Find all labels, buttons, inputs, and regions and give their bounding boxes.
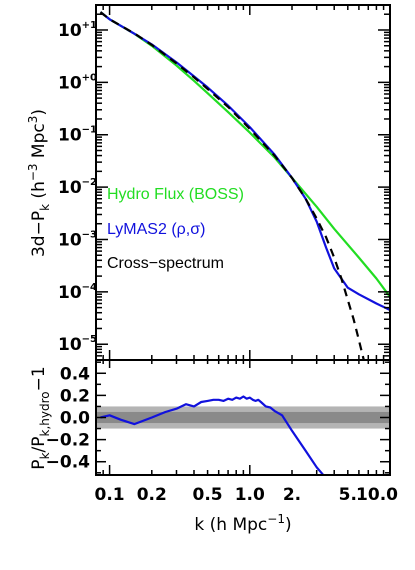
bottom-y-tick-label-1: 0.2 — [60, 386, 90, 406]
tick-base: 10 — [58, 178, 82, 198]
tick-exponent: −1 — [82, 125, 97, 136]
top-y-tick-label-2: 10−1 — [58, 125, 97, 146]
bottom-ylabel-mid: /P — [29, 436, 49, 452]
top-ylabel-exp1: −3 — [26, 163, 40, 181]
bottom-ylabel-post: −1 — [29, 366, 49, 391]
tick-exponent: −3 — [82, 229, 97, 240]
tick-exponent: +0 — [82, 72, 97, 83]
top-series-2 — [99, 11, 365, 360]
bottom-y-tick-label-0: 0.4 — [60, 364, 90, 384]
legend-entry-2: Cross−spectrum — [107, 255, 224, 272]
tick-exponent: −5 — [82, 334, 97, 345]
x-axis-label: k (h Mpc−1) — [194, 512, 291, 535]
top-y-axis-label: 3d−Pk (h−3 Mpc3) — [26, 109, 52, 257]
x-tick-labels: 0.1 0.2 0.5 1.0 2. 5. 10.0 — [95, 485, 399, 505]
top-y-tick-labels: 10+110+010−110−210−310−410−5 — [58, 20, 97, 355]
top-series-group — [99, 11, 390, 360]
top-ylabel-units-mid: Mpc — [29, 123, 49, 163]
bottom-bands-group — [96, 406, 390, 429]
top-plot-area — [96, 5, 390, 360]
top-y-tick-label-1: 10+0 — [58, 72, 97, 93]
tick-base: 10 — [58, 73, 82, 93]
bottom-ylabel-sub1: k — [38, 452, 52, 459]
bottom-y-tick-label-2: 0.0 — [60, 409, 90, 429]
top-y-tick-label-5: 10−4 — [58, 282, 97, 303]
bottom-y-tick-label-3: −0.2 — [46, 431, 90, 451]
top-y-tick-label-4: 10−3 — [58, 229, 97, 250]
tick-base: 10 — [58, 335, 82, 355]
x-tick-label-4: 2. — [283, 485, 301, 505]
power-spectrum-panel: 10+110+010−110−210−310−410−5 Hydro Flux … — [26, 4, 391, 361]
top-ylabel-units-post: ) — [29, 109, 49, 116]
top-ylabel-exp2: 3 — [26, 116, 40, 124]
tolerance-band-1 — [96, 411, 390, 424]
ratio-series-0 — [100, 395, 325, 475]
tick-exponent: −2 — [82, 177, 97, 188]
bottom-plot-frame — [95, 359, 391, 476]
top-y-tick-label-6: 10−5 — [58, 334, 97, 355]
x-tick-label-6: 10.0 — [356, 485, 398, 505]
top-y-tick-label-3: 10−2 — [58, 177, 97, 198]
top-ylabel-sub: k — [38, 204, 52, 211]
xlabel-main: k (h Mpc — [194, 515, 267, 535]
xlabel-post: ) — [285, 515, 292, 535]
tick-base: 10 — [58, 21, 82, 41]
bottom-y-tick-labels: 0.40.2 0.0−0.2−0.4 — [46, 364, 91, 472]
bottom-y-axis-label: Pk/Pk,hydro−1 — [29, 366, 52, 469]
bottom-y-tick-label-4: −0.4 — [46, 453, 91, 473]
x-tick-label-3: 1.0 — [235, 485, 265, 505]
tick-base: 10 — [58, 283, 82, 303]
legend-entry-1: LyMAS2 (ρ,σ) — [107, 221, 205, 238]
bottom-ylabel-main: P — [29, 459, 49, 469]
x-tick-label-5: 5. — [339, 485, 357, 505]
x-tick-label-0: 0.1 — [95, 485, 125, 505]
tick-base: 10 — [58, 126, 82, 146]
legend-entry-0: Hydro Flux (BOSS) — [107, 186, 244, 203]
top-ylabel-main: 3d−P — [29, 211, 49, 257]
x-tick-label-2: 0.5 — [193, 485, 223, 505]
legend: Hydro Flux (BOSS) LyMAS2 (ρ,σ) Cross−spe… — [107, 186, 244, 272]
bottom-ylabel-sub2: k,hydro — [38, 391, 52, 436]
tick-base: 10 — [58, 230, 82, 250]
ratio-panel: 0.40.20.0−0.2−0.4 0.1 0.2 0.5 1.0 2. 5. 10.0 P… — [29, 359, 399, 535]
bottom-series-group — [100, 395, 325, 475]
tick-exponent: −4 — [82, 282, 97, 293]
xlabel-exp: −1 — [267, 512, 285, 526]
top-y-tick-label-0: 10+1 — [58, 20, 97, 41]
x-tick-label-1: 0.2 — [137, 485, 167, 505]
tick-exponent: +1 — [82, 20, 97, 31]
top-ylabel-units-pre: (h — [29, 181, 49, 204]
